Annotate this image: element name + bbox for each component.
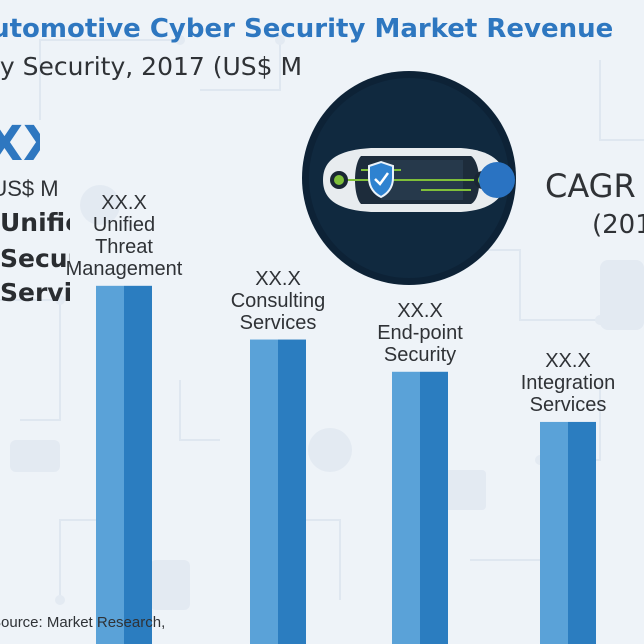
bar-2-value-label: XX.X — [255, 267, 301, 290]
source-note: Source: Market Research, 2018 — [0, 614, 170, 631]
bar-1-category-line: Threat — [95, 235, 153, 258]
bar-3-label: XX.X End-point Security — [377, 300, 463, 366]
car-security-badge-icon — [302, 71, 516, 285]
bar-3-light-face — [392, 371, 420, 644]
bar-2-dark-face — [278, 339, 306, 644]
bar-3-value-label: XX.X — [397, 299, 443, 322]
bar-1-category-line: Management — [65, 257, 183, 280]
bar-3 — [392, 371, 448, 644]
bar-4-label: XX.X Integration Services — [521, 350, 616, 416]
bar-3-category-line: End-point — [377, 321, 463, 344]
bar-1-light-face — [96, 285, 124, 644]
bar-3-dark-face — [420, 371, 448, 644]
leading-segment-line-3: Services — [0, 278, 70, 307]
bar-2-category-line: Consulting — [230, 289, 326, 312]
bar-4-light-face — [540, 421, 568, 644]
bar-2-label: XX.X Consulting Services — [231, 268, 326, 334]
shield-icon — [368, 160, 394, 199]
bar-1-dark-face — [124, 285, 152, 644]
bar-4-category-line: Integration — [520, 371, 616, 394]
bar-4-category-line: Services — [529, 393, 607, 416]
bar-4-dark-face — [568, 421, 596, 644]
bar-4-value-label: XX.X — [545, 349, 591, 372]
bar-1 — [96, 285, 152, 644]
bar-2-light-face — [250, 339, 278, 644]
bar-1-label: XX.X Unified Threat Management — [66, 192, 183, 280]
total-revenue-unit: (US$ Mn) — [0, 176, 60, 201]
bar-4 — [540, 421, 596, 644]
cagr-period: (2018 — [592, 210, 644, 240]
bar-2-category-line: Services — [239, 311, 317, 334]
total-revenue-value: XX.8 — [0, 116, 40, 172]
leading-segment-line-1: Unified — [0, 208, 70, 237]
bar-2 — [250, 339, 306, 644]
chart-title: Automotive Cyber Security Market Revenue — [0, 14, 614, 44]
leading-segment-line-2: Security — [0, 244, 70, 273]
cagr-label: CAGR — [545, 167, 636, 205]
bar-1-value-label: XX.X — [101, 191, 147, 214]
bar-1-category-line: Unified — [92, 213, 156, 236]
chart-subtitle: by Security, 2017 (US$ Mn) — [0, 52, 300, 81]
bar-3-category-line: Security — [383, 343, 457, 366]
